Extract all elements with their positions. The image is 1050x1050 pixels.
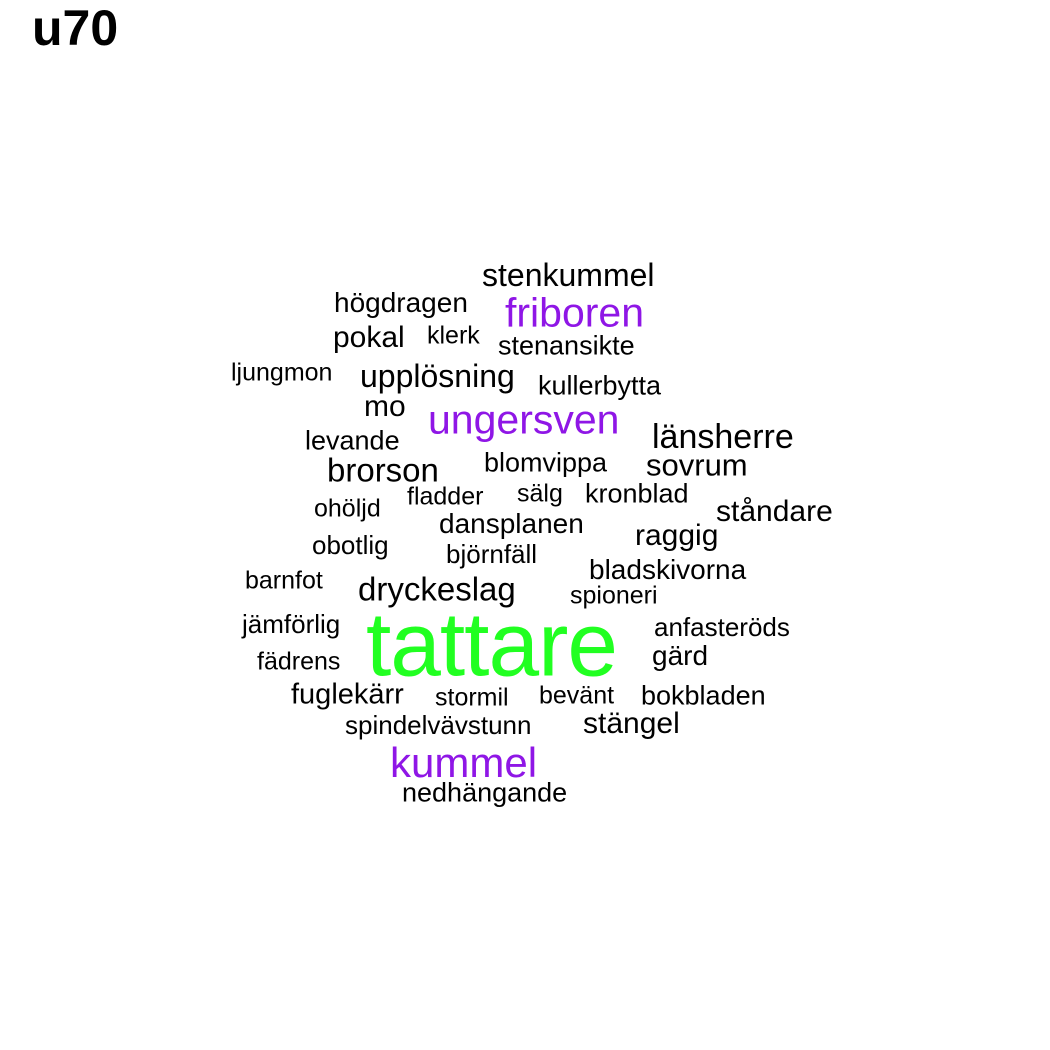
- word-15: sovrum: [646, 447, 748, 483]
- word-28: spioneri: [570, 581, 658, 610]
- word-7: upplösning: [360, 358, 515, 394]
- word-36: bevänt: [539, 681, 615, 710]
- word-6: ljungmon: [231, 358, 333, 387]
- word-21: dansplanen: [439, 508, 584, 539]
- word-2: friboren: [505, 289, 645, 336]
- word-40: kummel: [390, 739, 538, 786]
- word-18: sälg: [517, 479, 563, 508]
- word-39: stängel: [583, 707, 680, 740]
- word-1: högdragen: [334, 287, 468, 318]
- word-19: kronblad: [585, 478, 689, 509]
- word-13: brorson: [327, 451, 439, 489]
- word-11: länsherre: [652, 418, 794, 456]
- word-33: fädrens: [257, 647, 341, 676]
- word-0: stenkummel: [482, 257, 655, 293]
- word-4: klerk: [427, 321, 480, 350]
- word-29: jämförlig: [242, 609, 341, 639]
- word-14: blomvippa: [484, 447, 608, 478]
- word-25: bladskivorna: [589, 554, 747, 585]
- page-title: u70: [32, 0, 119, 56]
- word-16: ohöljd: [314, 494, 381, 523]
- word-12: levande: [305, 425, 400, 456]
- word-20: ståndare: [716, 495, 833, 528]
- word-23: obotlig: [312, 530, 389, 560]
- word-27: dryckeslag: [358, 570, 516, 608]
- word-31: anfasteröds: [654, 612, 790, 642]
- word-9: mo: [364, 390, 406, 423]
- word-41: nedhängande: [402, 777, 568, 808]
- word-22: raggig: [635, 519, 719, 552]
- word-37: bokbladen: [641, 680, 766, 711]
- word-10: ungersven: [428, 396, 620, 443]
- word-38: spindelvävstunn: [345, 710, 532, 740]
- word-24: björnfäll: [446, 539, 538, 569]
- word-3: pokal: [333, 321, 405, 354]
- word-30: tattare: [366, 594, 618, 696]
- word-5: stenansikte: [498, 330, 635, 361]
- word-35: stormil: [435, 683, 509, 712]
- word-8: kullerbytta: [538, 370, 662, 401]
- word-32: gärd: [652, 640, 709, 671]
- word-34: fuglekärr: [291, 678, 404, 711]
- word-17: fladder: [407, 482, 484, 511]
- word-26: barnfot: [245, 566, 323, 595]
